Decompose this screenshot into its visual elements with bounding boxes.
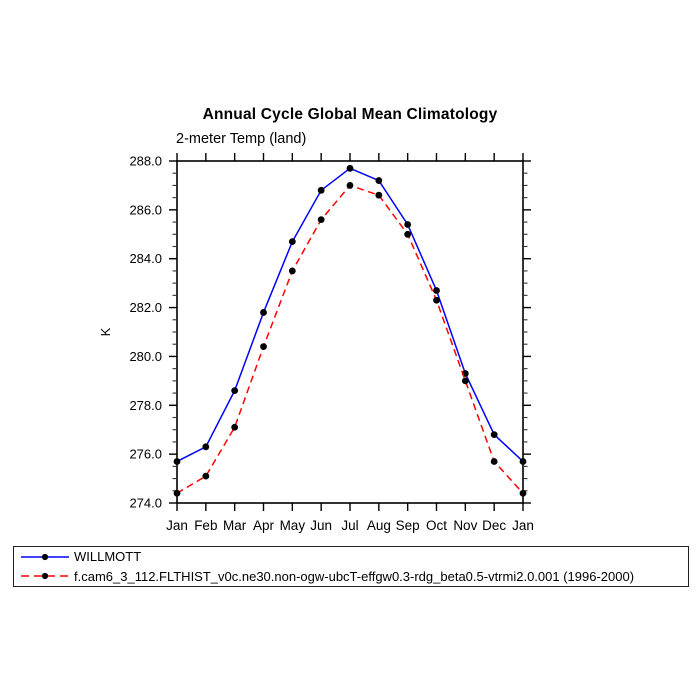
x-tick-label: Aug [367, 518, 391, 533]
y-tick-label: 278.0 [129, 398, 162, 413]
plot-area: Jan Feb Mar Apr May Jun Jul Aug Sep Oct Nov Dec Jan 2… [98, 153, 534, 533]
data-point-s0-7 [375, 177, 383, 184]
data-point-s1-11 [490, 458, 498, 465]
x-tick-label: Jun [310, 518, 332, 533]
x-tick-label: Feb [194, 518, 217, 533]
data-point-s0-4 [288, 238, 296, 246]
data-point-s0-1 [202, 443, 210, 451]
legend-marker-icon [41, 553, 49, 560]
data-point-s1-5 [317, 216, 325, 224]
data-point-s0-8 [404, 221, 412, 228]
data-point-s1-9 [433, 296, 440, 304]
y-tick-label: 284.0 [129, 251, 162, 266]
chart-subtitle: 2-meter Temp (land) [176, 131, 307, 147]
plot-frame [176, 160, 524, 504]
legend-marker-icon [41, 573, 49, 580]
y-tick-label: 280.0 [129, 349, 162, 364]
data-point-s0-12 [519, 458, 527, 465]
x-tick-label: Mar [223, 518, 247, 533]
x-tick-label: Jan [512, 518, 534, 533]
data-point-s1-0 [173, 489, 181, 497]
y-tick-label: 274.0 [129, 496, 162, 511]
x-tick-label: Oct [426, 518, 447, 533]
legend-entry-1: f.cam6_3_112.FLTHIST_v0c.ne30.non-ogw-ub… [18, 567, 688, 587]
data-point-s0-2 [231, 387, 239, 395]
data-point-s0-5 [317, 186, 325, 194]
legend: WILLMOTT f.cam6_3_112.FLTHIST_v0c.ne30.no… [13, 546, 689, 587]
data-point-s1-6 [346, 182, 354, 189]
x-tick-label: Dec [482, 518, 506, 533]
series-line-1 [176, 184, 524, 494]
legend-label-1: f.cam6_3_112.FLTHIST_v0c.ne30.non-ogw-ub… [74, 568, 635, 584]
data-point-s1-7 [375, 191, 383, 199]
data-point-s0-6 [346, 164, 354, 172]
x-tick-label: Jul [341, 518, 358, 533]
y-tick-label: 276.0 [129, 447, 162, 462]
y-tick-label: 282.0 [129, 300, 162, 315]
data-point-s1-12 [519, 489, 527, 497]
x-tick-label: Sep [396, 518, 420, 533]
x-tick-label: Nov [453, 518, 477, 533]
chart-title: Annual Cycle Global Mean Climatology [202, 106, 498, 123]
data-point-s1-2 [231, 423, 239, 431]
x-tick-label: Apr [253, 518, 275, 533]
data-point-s1-3 [260, 343, 267, 351]
data-point-s0-0 [173, 458, 181, 465]
data-point-s1-4 [288, 267, 296, 275]
x-tick-label: Jan [166, 518, 188, 533]
x-tick-label: May [280, 518, 306, 533]
legend-entry-0: WILLMOTT [18, 547, 688, 567]
data-point-s0-3 [260, 309, 267, 316]
y-tick-label: 286.0 [129, 202, 162, 217]
data-point-s0-11 [490, 431, 498, 438]
data-point-s1-1 [202, 472, 210, 480]
data-point-s0-9 [433, 287, 440, 294]
y-axis-title: K [98, 327, 113, 336]
legend-label-0: WILLMOTT [74, 549, 142, 565]
data-point-s1-8 [404, 230, 412, 238]
legend-line-sample-0 [21, 553, 69, 560]
legend-line-sample-1 [21, 573, 69, 580]
y-tick-label: 288.0 [129, 154, 162, 169]
data-point-s1-10 [461, 377, 469, 385]
series-line-0 [176, 167, 524, 463]
